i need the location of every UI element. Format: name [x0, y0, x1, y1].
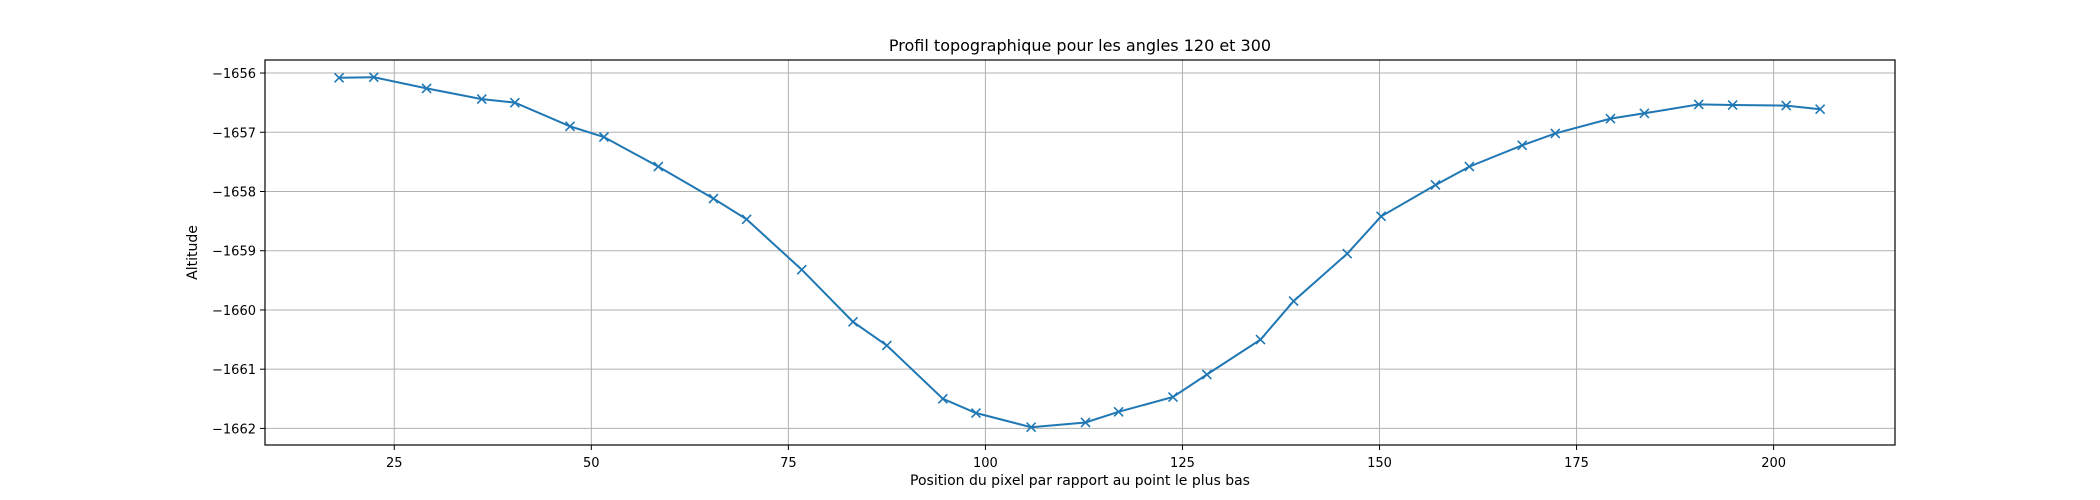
marker-stroke [970, 407, 982, 419]
x-tick-label: 175 [1564, 456, 1589, 471]
data-point-marker [1639, 108, 1650, 119]
data-point-marker [937, 393, 948, 404]
data-point-marker [1693, 99, 1704, 110]
marker-stroke [1026, 422, 1037, 433]
data-point-marker [509, 97, 520, 108]
marker-stroke [1693, 99, 1704, 110]
data-point-marker [1464, 161, 1475, 172]
marker-stroke [1605, 113, 1616, 124]
data-point-marker [564, 121, 576, 132]
data-point-marker [598, 131, 609, 143]
marker-stroke [334, 72, 345, 83]
marker-stroke [1815, 104, 1826, 115]
data-point-marker [1815, 104, 1826, 115]
data-point-marker [421, 83, 432, 94]
marker-stroke [564, 121, 576, 132]
marker-stroke [847, 316, 859, 327]
chart-title: Profil topographique pour les angles 120… [889, 36, 1271, 55]
y-tick-label: −1661 [212, 363, 256, 378]
data-point-marker [1430, 179, 1441, 191]
marker-stroke [1201, 369, 1212, 380]
data-point-marker [741, 214, 752, 225]
data-point-marker [1201, 369, 1212, 380]
series-group [334, 72, 1826, 433]
marker-stroke [1376, 211, 1387, 222]
data-point-marker [476, 94, 487, 105]
marker-stroke [1550, 128, 1561, 139]
x-tick-label: 150 [1367, 456, 1392, 471]
x-tick-label: 200 [1761, 456, 1786, 471]
data-point-marker [1342, 248, 1353, 259]
data-point-marker [1288, 296, 1299, 307]
marker-stroke [1255, 334, 1266, 345]
y-tick-label: −1657 [212, 126, 256, 141]
data-point-marker [1376, 211, 1387, 222]
y-tick-label: −1660 [212, 304, 256, 319]
marker-stroke [509, 97, 520, 108]
marker-stroke [796, 264, 807, 275]
data-point-marker [708, 193, 719, 204]
x-tick-label: 50 [583, 456, 600, 471]
x-tick-label: 100 [973, 456, 998, 471]
x-axis-label: Position du pixel par rapport au point l… [910, 473, 1250, 489]
grid [265, 60, 1895, 445]
data-point-marker [1550, 128, 1561, 139]
y-tick-label: −1656 [212, 67, 256, 82]
marker-stroke [598, 131, 609, 143]
data-point-marker [1255, 334, 1266, 345]
marker-stroke [1167, 391, 1179, 403]
marker-stroke [1517, 140, 1528, 151]
marker-stroke [1639, 108, 1650, 119]
series-line [339, 76, 1821, 429]
data-point-marker [970, 407, 982, 419]
marker-stroke [1781, 100, 1792, 111]
marker-stroke [1727, 99, 1738, 111]
ticks: 25 50 75 100 125 150 175 200 −1656 −1657 −1658 −165… [212, 67, 1786, 471]
marker-stroke [421, 83, 432, 94]
y-tick-label: −1658 [212, 185, 256, 200]
marker-stroke [476, 94, 487, 105]
marker-stroke [1430, 179, 1441, 191]
marker-stroke [1113, 406, 1124, 417]
data-point-marker [881, 340, 892, 351]
marker-stroke [937, 393, 948, 404]
x-tick-label: 125 [1170, 456, 1195, 471]
marker-stroke [1080, 417, 1091, 428]
y-axis-label: Altitude [185, 225, 201, 280]
data-point-marker [847, 316, 859, 327]
data-point-marker [1517, 140, 1528, 151]
marker-stroke [881, 340, 892, 351]
data-point-marker [653, 161, 664, 172]
data-point-marker [1605, 113, 1616, 124]
marker-stroke [708, 193, 719, 204]
y-tick-label: −1659 [212, 245, 256, 260]
marker-stroke [1464, 161, 1475, 172]
data-point-marker [1727, 99, 1738, 111]
data-point-marker [1113, 406, 1124, 417]
marker-stroke [1288, 296, 1299, 307]
marker-stroke [741, 214, 752, 225]
marker-stroke [653, 161, 664, 172]
data-point-marker [1167, 391, 1179, 403]
y-tick-label: −1662 [212, 422, 256, 437]
data-point-marker [1026, 422, 1037, 433]
x-tick-label: 25 [386, 456, 403, 471]
plot-frame [264, 59, 1896, 446]
marker-stroke [1342, 248, 1353, 259]
data-point-marker [368, 72, 379, 83]
data-point-marker [1781, 100, 1792, 111]
data-point-marker [1080, 417, 1091, 428]
data-point-marker [334, 72, 345, 83]
data-point-marker [796, 264, 807, 275]
marker-stroke [368, 72, 379, 83]
x-tick-label: 75 [780, 456, 797, 471]
